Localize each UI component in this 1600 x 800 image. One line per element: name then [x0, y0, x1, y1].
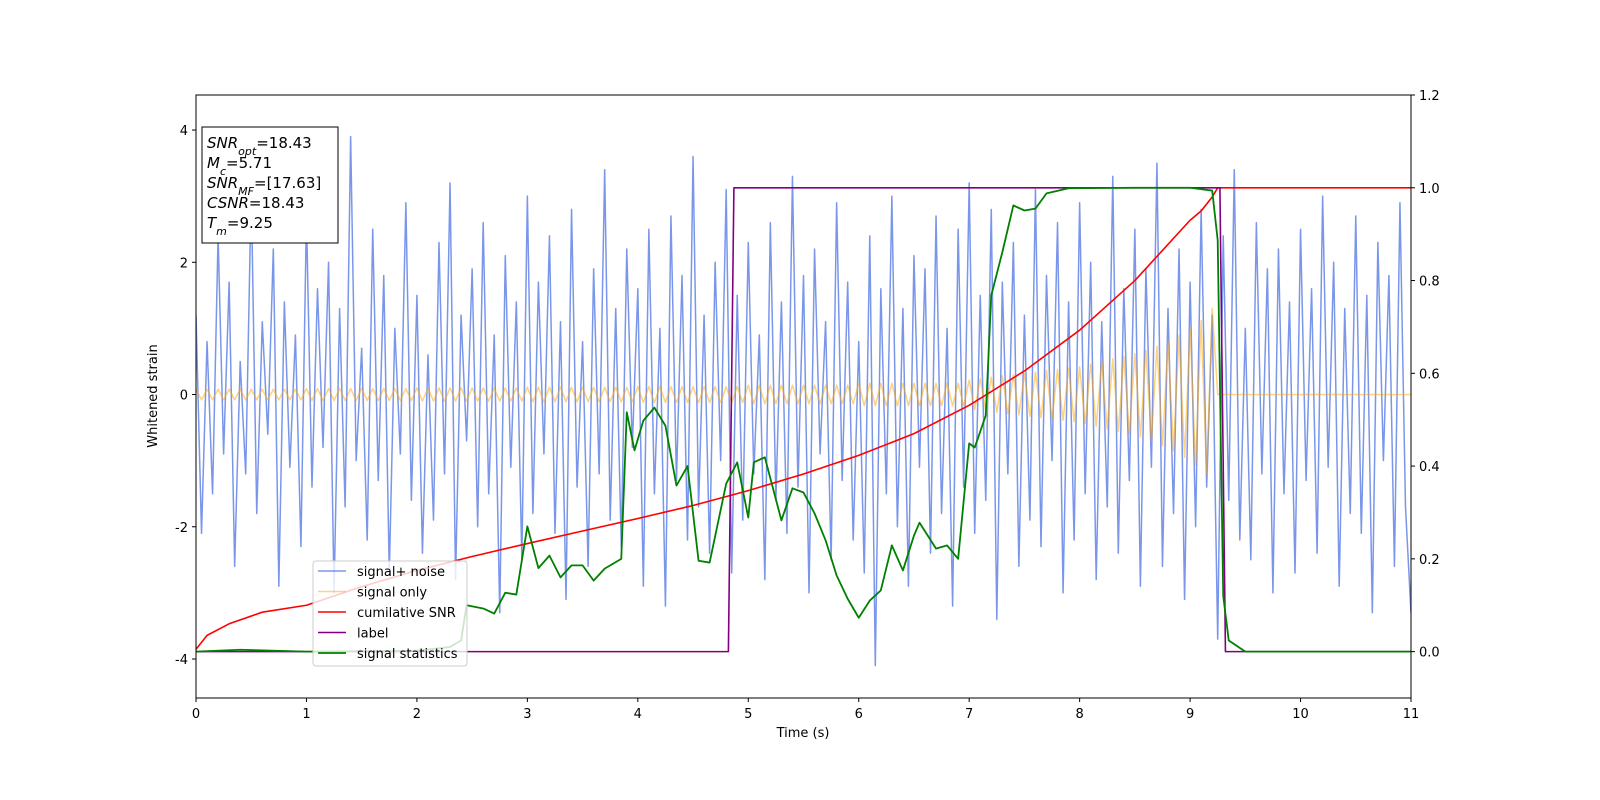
legend-frame — [312, 560, 468, 667]
annotation-value: =18.43 — [256, 134, 312, 152]
annotation-symbol: SNR — [207, 174, 238, 192]
annotation-line: Tm=9.25 — [207, 214, 273, 238]
y-tick-label: -2 — [175, 521, 188, 536]
x-tick-label: 2 — [413, 707, 421, 722]
annotation-value: =[17.63] — [254, 174, 321, 192]
plot-area — [196, 135, 1411, 667]
annotation-subscript: MF — [238, 185, 254, 198]
y2-tick-label: 0.4 — [1419, 460, 1440, 475]
legend-label: signal statistics — [357, 647, 458, 662]
y2-tick-label: 1.2 — [1419, 89, 1440, 104]
y-tick-label: 4 — [180, 124, 188, 139]
series-line — [196, 186, 1411, 650]
x-tick-label: 5 — [744, 707, 752, 722]
annotation-symbol: M — [207, 154, 220, 172]
annotation-value: =9.25 — [227, 214, 273, 232]
axes: 0 1 2 3 4 5 6 7 8 9 10 11 -4 -2 0 2 4 0.0 0.2 0.4 0.6 0.8 1.0 1… — [175, 89, 1440, 722]
annotation-symbol: CSNR — [207, 194, 249, 212]
legend: signal+ noise signal only cumilative SNR la… — [312, 560, 468, 667]
x-tick-label: 6 — [855, 707, 863, 722]
y2-tick-label: 0.0 — [1419, 646, 1440, 661]
series-line — [196, 186, 1411, 653]
annotation-line: SNRopt=18.43 — [207, 134, 312, 158]
x-tick-label: 0 — [192, 707, 200, 722]
legend-label: label — [357, 627, 388, 642]
series-line — [196, 307, 1411, 475]
annotation-subscript: c — [220, 165, 226, 178]
y2-tick-label: 0.8 — [1419, 275, 1440, 290]
x-tick-label: 11 — [1403, 707, 1420, 722]
legend-label: signal only — [357, 586, 427, 601]
y2-tick-label: 0.6 — [1419, 367, 1440, 382]
annotation-subscript: m — [216, 225, 227, 238]
legend-label: cumilative SNR — [357, 606, 456, 621]
x-tick-label: 7 — [965, 707, 973, 722]
annotation-symbol: SNR — [207, 134, 238, 152]
annotation-line: CSNR=18.43 — [207, 194, 304, 212]
annotation-line: SNRMF=[17.63] — [207, 174, 321, 198]
axes-frame — [195, 94, 1412, 699]
x-tick-label: 9 — [1186, 707, 1194, 722]
annotation-value: =5.71 — [226, 154, 272, 172]
annotation-box: SNRopt=18.43Mc=5.71SNRMF=[17.63]CSNR=18.… — [201, 126, 339, 244]
annotation-subscript: opt — [238, 145, 257, 158]
annotation-frame — [201, 126, 339, 244]
y2-tick-label: 0.2 — [1419, 553, 1440, 568]
annotation-line: Mc=5.71 — [207, 154, 272, 178]
annotation-symbol: T — [207, 214, 218, 232]
legend-label: signal+ noise — [357, 565, 445, 580]
x-tick-label: 10 — [1292, 707, 1309, 722]
y2-tick-label: 1.0 — [1419, 182, 1440, 197]
x-tick-label: 3 — [523, 707, 531, 722]
y-tick-label: 0 — [180, 389, 188, 404]
x-tick-label: 4 — [634, 707, 642, 722]
y-axis-label: Whitened strain — [146, 344, 161, 447]
y-tick-label: 2 — [180, 256, 188, 271]
x-tick-label: 8 — [1075, 707, 1083, 722]
x-axis-label: Time (s) — [776, 726, 830, 741]
y-tick-label: -4 — [175, 653, 188, 668]
x-tick-label: 1 — [302, 707, 310, 722]
annotation-value: =18.43 — [249, 194, 305, 212]
